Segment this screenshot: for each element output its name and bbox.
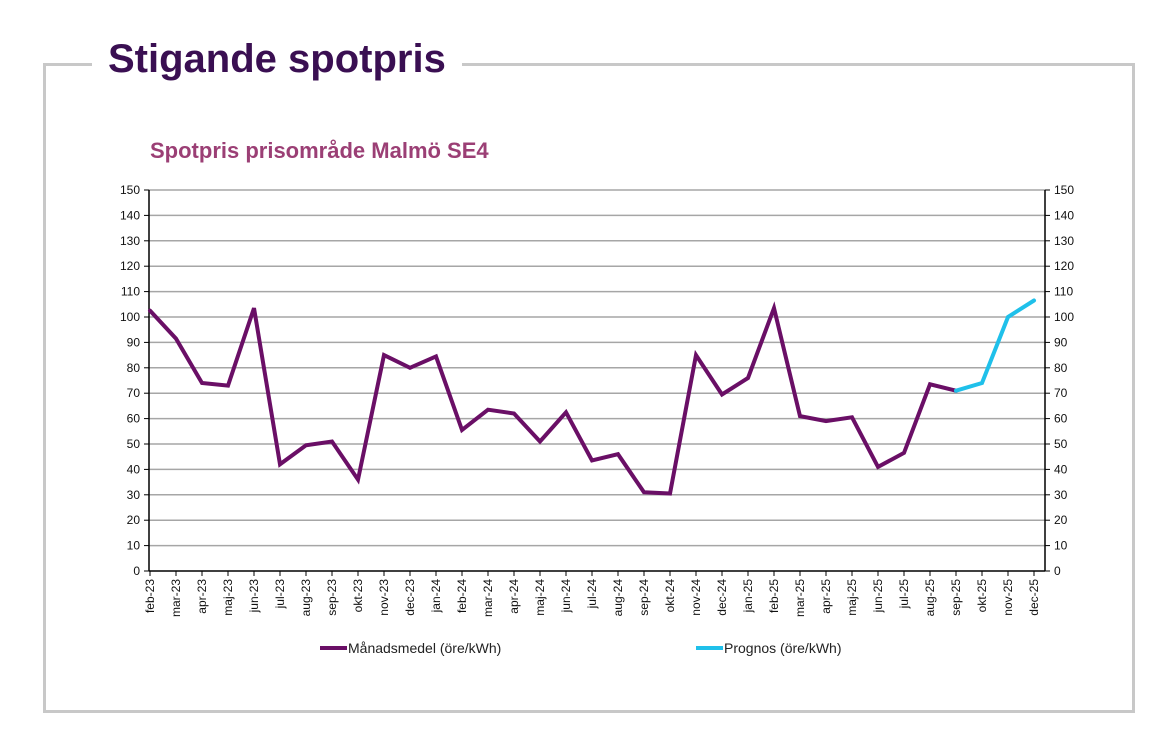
legend-item: Månadsmedel (öre/kWh) bbox=[320, 640, 501, 656]
y-tick-label-right: 150 bbox=[1054, 183, 1074, 197]
y-tick-label-right: 70 bbox=[1054, 386, 1068, 400]
y-tick-label-left: 110 bbox=[121, 285, 140, 299]
x-tick-label: apr-23 bbox=[195, 579, 209, 614]
y-tick-label-right: 60 bbox=[1054, 412, 1068, 426]
x-tick-label: nov-23 bbox=[377, 579, 391, 616]
y-tick-label-left: 60 bbox=[127, 412, 141, 426]
x-tick-label: jun-23 bbox=[247, 579, 261, 614]
y-tick-label-left: 10 bbox=[127, 539, 141, 553]
y-tick-label-left: 40 bbox=[127, 462, 141, 476]
x-tick-label: apr-25 bbox=[819, 579, 833, 614]
y-tick-label-right: 90 bbox=[1054, 335, 1068, 349]
y-axis-left-labels: 0 10 20 30 40 50 60 70 80 90 100 110 120 130 140 150 bbox=[120, 183, 140, 578]
y-tick-label-left: 90 bbox=[127, 335, 141, 349]
series-line-manadsmedel bbox=[148, 301, 958, 496]
y-tick-label-right: 100 bbox=[1054, 310, 1074, 324]
page-title-container: Stigande spotpris bbox=[92, 30, 462, 90]
y-tick-label-left: 50 bbox=[127, 437, 141, 451]
x-tick-label: maj-23 bbox=[221, 579, 235, 616]
x-tick-label: aug-23 bbox=[299, 579, 313, 617]
x-tick-label: aug-25 bbox=[923, 579, 937, 617]
x-tick-label: mar-23 bbox=[169, 579, 183, 617]
x-tick-label: mar-25 bbox=[793, 579, 807, 617]
x-tick-label: jun-25 bbox=[871, 579, 885, 614]
x-tick-label: sep-25 bbox=[949, 579, 963, 616]
x-tick-label: feb-24 bbox=[455, 579, 469, 613]
axes bbox=[144, 189, 1050, 576]
series-lines bbox=[148, 298, 1036, 496]
x-tick-label: dec-23 bbox=[403, 579, 417, 616]
x-tick-label: okt-24 bbox=[663, 579, 677, 613]
y-tick-label-right: 30 bbox=[1054, 488, 1068, 502]
legend-label: Månadsmedel (öre/kWh) bbox=[348, 640, 501, 656]
y-tick-label-left: 150 bbox=[120, 183, 140, 197]
legend: Månadsmedel (öre/kWh) Prognos (öre/kWh) bbox=[320, 640, 841, 656]
y-tick-label-right: 40 bbox=[1054, 462, 1068, 476]
y-tick-label-left: 20 bbox=[127, 513, 141, 527]
x-tick-label: okt-25 bbox=[975, 579, 989, 613]
y-tick-label-left: 30 bbox=[127, 488, 141, 502]
y-tick-label-right: 50 bbox=[1054, 437, 1068, 451]
y-tick-label-right: 140 bbox=[1054, 208, 1074, 222]
x-tick-label: jan-24 bbox=[429, 579, 443, 614]
x-axis-labels: feb-23 mar-23 apr-23 maj-23 jun-23 jul-23 aug-… bbox=[143, 579, 1041, 617]
x-tick-label: sep-23 bbox=[325, 579, 339, 616]
legend-label: Prognos (öre/kWh) bbox=[724, 640, 841, 656]
x-tick-label: sep-24 bbox=[637, 579, 651, 616]
gridlines bbox=[149, 189, 1045, 547]
chart-title: Spotpris prisområde Malmö SE4 bbox=[150, 138, 489, 163]
y-axis-right-labels: 0 10 20 30 40 50 60 70 80 90 100 110 120 130 140 150 bbox=[1054, 183, 1074, 578]
y-tick-label-right: 80 bbox=[1054, 361, 1068, 375]
x-tick-label: nov-25 bbox=[1001, 579, 1015, 616]
x-tick-label: nov-24 bbox=[689, 579, 703, 616]
y-tick-label-left: 120 bbox=[120, 259, 140, 273]
y-tick-label-left: 70 bbox=[127, 386, 141, 400]
x-tick-label: aug-24 bbox=[611, 579, 625, 617]
x-tick-label: dec-24 bbox=[715, 579, 729, 616]
x-tick-label: apr-24 bbox=[507, 579, 521, 614]
x-tick-label: feb-25 bbox=[767, 579, 781, 613]
x-tick-label: jan-25 bbox=[741, 579, 755, 614]
x-tick-label: maj-24 bbox=[533, 579, 547, 616]
y-tick-label-right: 110 bbox=[1054, 285, 1073, 299]
content-frame bbox=[43, 63, 1135, 713]
y-tick-label-right: 20 bbox=[1054, 513, 1068, 527]
page-title: Stigande spotpris bbox=[108, 37, 446, 81]
x-tick-label: okt-23 bbox=[351, 579, 365, 613]
y-tick-label-right: 0 bbox=[1054, 564, 1061, 578]
y-tick-label-right: 120 bbox=[1054, 259, 1074, 273]
y-tick-label-left: 140 bbox=[120, 208, 140, 222]
x-tick-label: dec-25 bbox=[1027, 579, 1041, 616]
y-tick-label-left: 130 bbox=[120, 234, 140, 248]
x-tick-label: jul-24 bbox=[585, 579, 599, 610]
x-tick-label: jun-24 bbox=[559, 579, 573, 614]
y-tick-label-left: 100 bbox=[120, 310, 140, 324]
x-tick-label: mar-24 bbox=[481, 579, 495, 617]
y-tick-label-left: 80 bbox=[127, 361, 141, 375]
y-tick-label-right: 10 bbox=[1054, 539, 1068, 553]
y-tick-label-right: 130 bbox=[1054, 234, 1074, 248]
y-tick-label-left: 0 bbox=[133, 564, 140, 578]
x-tick-label: jul-25 bbox=[897, 579, 911, 610]
x-tick-label: feb-23 bbox=[143, 579, 157, 613]
x-tick-label: jul-23 bbox=[273, 579, 287, 610]
x-tick-label: maj-25 bbox=[845, 579, 859, 616]
series-line-prognos bbox=[954, 298, 1036, 393]
legend-item: Prognos (öre/kWh) bbox=[696, 640, 841, 656]
